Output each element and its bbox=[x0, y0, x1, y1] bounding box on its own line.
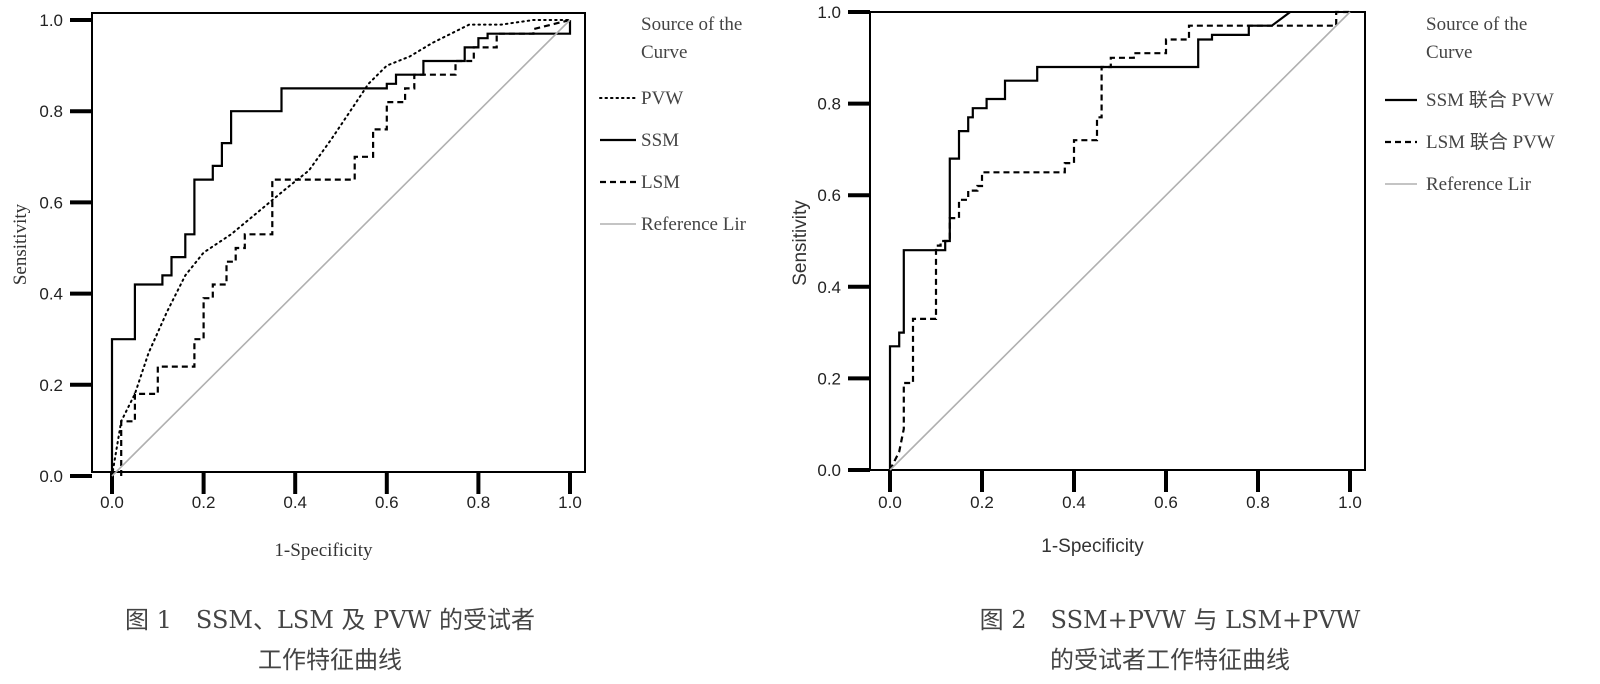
legend-label: Reference Lir bbox=[1426, 174, 1532, 195]
x-tick-label: 0.8 bbox=[1246, 493, 1270, 512]
y-tick-label: 0.8 bbox=[39, 102, 63, 121]
series-line-reference bbox=[111, 19, 571, 477]
x-tick-label: 0.0 bbox=[878, 493, 902, 512]
x-tick-label: 1.0 bbox=[558, 493, 582, 512]
figure-1-caption: 图 1 SSM、LSM 及 PVW 的受试者 工作特征曲线 bbox=[0, 600, 660, 680]
legend-title-line2: Curve bbox=[1426, 42, 1472, 63]
x-tick-label: 0.2 bbox=[192, 493, 216, 512]
series-line-dotted bbox=[111, 19, 571, 477]
legend-title-line1: Source of the bbox=[641, 14, 742, 35]
y-tick-label: 1.0 bbox=[39, 11, 63, 30]
figure-2-caption: 图 2 SSM+PVW 与 LSM+PVW 的受试者工作特征曲线 bbox=[790, 600, 1550, 680]
roc-figure-1: 0.0 0.2 0.4 0.6 0.8 1.0 0.0 0.2 0.4 0.6 0.8 1.0 1-Sp… bbox=[0, 0, 790, 684]
x-tick-label: 1.0 bbox=[1338, 493, 1362, 512]
series-line-solid bbox=[110, 20, 572, 476]
series-line-dashed bbox=[889, 10, 1350, 471]
y-tick-label: 0.6 bbox=[817, 186, 841, 205]
x-tick-label: 0.2 bbox=[970, 493, 994, 512]
y-tick-label: 0.0 bbox=[39, 467, 63, 486]
y-axis-title: Sensitivity bbox=[10, 203, 31, 285]
plot-frame bbox=[91, 12, 586, 473]
y-tick-label: 0.4 bbox=[39, 285, 63, 304]
legend-label: SSM 联合 PVW bbox=[1426, 89, 1554, 111]
y-tick-label: 0.6 bbox=[39, 193, 63, 212]
legend-label: LSM 联合 PVW bbox=[1426, 131, 1555, 153]
y-tick-label: 0.0 bbox=[817, 461, 841, 480]
legend-label: LSM bbox=[641, 172, 680, 193]
roc-figure-2: 0.0 0.2 0.4 0.6 0.8 1.0 0.0 0.2 0.4 0.6 0.8 1.0 1-Sp… bbox=[790, 0, 1600, 684]
x-axis-title: 1-Specificity bbox=[1041, 536, 1144, 557]
x-axis-title: 1-Specificity bbox=[274, 540, 373, 561]
y-tick-label: 0.2 bbox=[817, 369, 841, 388]
figure-2-caption-line1: 图 2 SSM+PVW 与 LSM+PVW bbox=[979, 606, 1361, 634]
series-line-reference bbox=[889, 11, 1351, 471]
y-axis-title: Sensitivity bbox=[790, 200, 811, 286]
figure-1-caption-line1: 图 1 SSM、LSM 及 PVW 的受试者 bbox=[125, 606, 535, 634]
series-line-dashed bbox=[120, 18, 571, 476]
roc-chart-1: 0.0 0.2 0.4 0.6 0.8 1.0 0.0 0.2 0.4 0.6 0.8 1.0 1-Sp… bbox=[10, 11, 747, 561]
legend-title-line2: Curve bbox=[641, 42, 687, 63]
y-tick-label: 0.8 bbox=[817, 95, 841, 114]
x-tick-label: 0.8 bbox=[467, 493, 491, 512]
x-tick-label: 0.4 bbox=[283, 493, 307, 512]
y-tick-label: 1.0 bbox=[817, 3, 841, 22]
legend-title-line1: Source of the bbox=[1426, 14, 1527, 35]
x-tick-label: 0.4 bbox=[1062, 493, 1086, 512]
x-tick-label: 0.6 bbox=[375, 493, 399, 512]
roc-chart-2: 0.0 0.2 0.4 0.6 0.8 1.0 0.0 0.2 0.4 0.6 0.8 1.0 1-Sp… bbox=[790, 3, 1555, 557]
legend-label: Reference Lir bbox=[641, 214, 747, 235]
y-tick-label: 0.4 bbox=[817, 278, 841, 297]
y-tick-label: 0.2 bbox=[39, 376, 63, 395]
series-line-solid bbox=[888, 11, 1291, 470]
x-tick-label: 0.6 bbox=[1154, 493, 1178, 512]
legend-label: SSM bbox=[641, 130, 679, 151]
x-tick-label: 0.0 bbox=[100, 493, 124, 512]
legend-label: PVW bbox=[641, 88, 683, 109]
plot-frame bbox=[869, 11, 1366, 471]
figure-2-caption-line2: 的受试者工作特征曲线 bbox=[1050, 646, 1290, 674]
figure-1-caption-line2: 工作特征曲线 bbox=[258, 646, 402, 674]
